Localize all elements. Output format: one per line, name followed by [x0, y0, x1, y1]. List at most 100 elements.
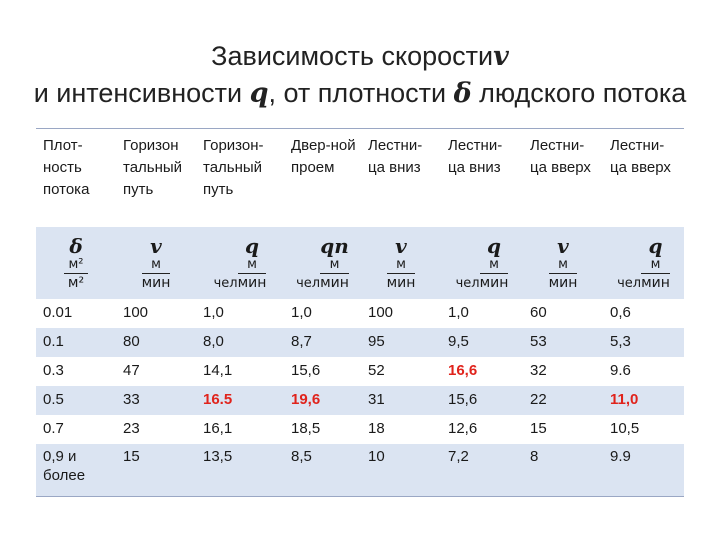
unit-cell: δ м² м²	[36, 227, 116, 299]
unit-denominator: мин	[141, 275, 171, 291]
header-row: Плот-ность потока Горизон тальный путь Г…	[36, 128, 684, 227]
table-cell: 47	[123, 362, 140, 379]
unit-cell: v м мин	[523, 227, 603, 299]
unit-fraction: qп м мин	[320, 235, 349, 291]
table-cell: 15,6	[441, 386, 523, 415]
table-cell: 15	[530, 420, 547, 437]
table-cell: 14,1	[203, 362, 233, 379]
table-cell: 9.9	[603, 444, 684, 497]
unit-symbol: q	[487, 234, 501, 258]
unit-denominator: м²	[67, 275, 85, 291]
table-body: 0.01 100 1,0 1,0 100 1,0 60 0,6 0.1 80 8,0 8,7 95 9,5…	[36, 299, 684, 497]
table-cell: 1,0	[291, 304, 312, 321]
unit-fraction: v м мин	[548, 234, 578, 291]
table-cell: 0,9 и более	[36, 444, 116, 497]
title-text-2c: людского потока	[471, 78, 687, 108]
table-row: 0.01 100 1,0 1,0 100 1,0 60 0,6	[36, 299, 684, 328]
table-cell: 15	[116, 444, 196, 497]
table-cell: 5,3	[603, 328, 684, 357]
unit-denominator: мин	[641, 275, 670, 291]
table-cell: 100	[368, 304, 394, 321]
table-cell: 8,5	[284, 444, 361, 497]
unit-numerator: м	[247, 257, 257, 272]
density-symbol: δ	[453, 78, 472, 109]
fraction-bar	[320, 273, 349, 274]
slide-title: Зависимость скоростиv и интенсивности q,…	[0, 38, 720, 112]
data-table: Плот-ность потока Горизон тальный путь Г…	[36, 128, 684, 497]
unit-symbol: δ	[69, 234, 83, 258]
unit-symbol: v	[395, 234, 407, 258]
unit-cell: v м мин	[361, 227, 441, 299]
unit-fraction: q м мин	[237, 235, 267, 291]
table-cell: 0.5	[36, 386, 116, 415]
table-cell: 8,0	[196, 328, 284, 357]
table-cell: 16,1	[203, 420, 233, 437]
fraction-bar	[64, 273, 88, 274]
column-header: Лестни-ца вниз	[361, 128, 441, 227]
unit-numerator: м	[650, 257, 661, 272]
unit-fraction: q м мин	[641, 235, 670, 291]
table-cell: 52	[368, 362, 385, 379]
table-cell: 7,2	[441, 444, 523, 497]
fraction-bar	[479, 273, 509, 274]
title-line-1: Зависимость скоростиv	[0, 38, 720, 75]
intensity-symbol: q	[249, 78, 269, 109]
unit-fraction: δ м² м²	[64, 234, 88, 291]
column-header: Двер-ной проем	[284, 128, 361, 227]
table-cell: 1,0	[203, 304, 224, 321]
unit-cell: чел qп м мин	[284, 227, 361, 299]
table-cell: 16,6	[448, 362, 478, 379]
unit-denominator: мин	[479, 275, 509, 291]
table-cell: 100	[123, 304, 149, 321]
table-row: 0.7 23 16,1 18,5 18 12,6 15 10,5	[36, 415, 684, 444]
table-cell: 16.5	[196, 386, 284, 415]
title-text-2a: и интенсивности	[33, 78, 250, 108]
unit-numerator: м	[558, 257, 568, 272]
unit-numerator: м	[489, 257, 499, 272]
title-text-1: Зависимость скорости	[211, 41, 494, 71]
table-cell: 23	[123, 420, 140, 437]
column-header: Лестни-ца вверх	[603, 128, 684, 227]
title-text-2b: , от плотности	[268, 78, 454, 108]
table-cell: 0.3	[43, 362, 64, 379]
fraction-bar	[641, 273, 670, 274]
unit-numerator: м	[396, 257, 406, 272]
column-header: Горизон-тальный путь	[196, 128, 284, 227]
column-header: Горизон тальный путь	[116, 128, 196, 227]
unit-numerator: м	[329, 257, 340, 272]
unit-lead: чел	[213, 276, 238, 291]
fraction-bar	[548, 273, 578, 274]
table-cell: 13,5	[196, 444, 284, 497]
table-cell: 18	[368, 420, 385, 437]
table-cell: 0.01	[43, 304, 73, 321]
table-row: 0,9 и более 15 13,5 8,5 10 7,2 8 9.9	[36, 444, 684, 497]
table-cell: 0,6	[610, 304, 631, 321]
unit-symbol: v	[557, 234, 569, 258]
table-cell: 8,7	[284, 328, 361, 357]
column-header: Лестни-ца вверх	[523, 128, 603, 227]
table-cell: 53	[523, 328, 603, 357]
unit-cell: чел q м мин	[441, 227, 523, 299]
unit-denominator: мин	[320, 275, 349, 291]
unit-lead: чел	[455, 276, 480, 291]
velocity-symbol: v	[493, 41, 509, 72]
table-cell: 11,0	[603, 386, 684, 415]
table-cell: 10,5	[610, 420, 640, 437]
fraction-bar	[237, 273, 267, 274]
table-cell: 60	[530, 304, 547, 321]
unit-numerator: м	[151, 257, 161, 272]
unit-symbol: qп	[320, 234, 349, 258]
column-header: Плот-ность потока	[36, 128, 116, 227]
table-cell: 1,0	[448, 304, 469, 321]
table-row: 0.1 80 8,0 8,7 95 9,5 53 5,3	[36, 328, 684, 357]
table-cell: 0.1	[36, 328, 116, 357]
table-cell: 10	[361, 444, 441, 497]
table-cell: 32	[530, 362, 547, 379]
column-header: Лестни-ца вниз	[441, 128, 523, 227]
unit-cell: v м мин	[116, 227, 196, 299]
table-cell: 95	[361, 328, 441, 357]
table-cell: 31	[361, 386, 441, 415]
table-cell: 19,6	[284, 386, 361, 415]
table-row: 0.5 33 16.5 19,6 31 15,6 22 11,0	[36, 386, 684, 415]
table-cell: 8	[523, 444, 603, 497]
